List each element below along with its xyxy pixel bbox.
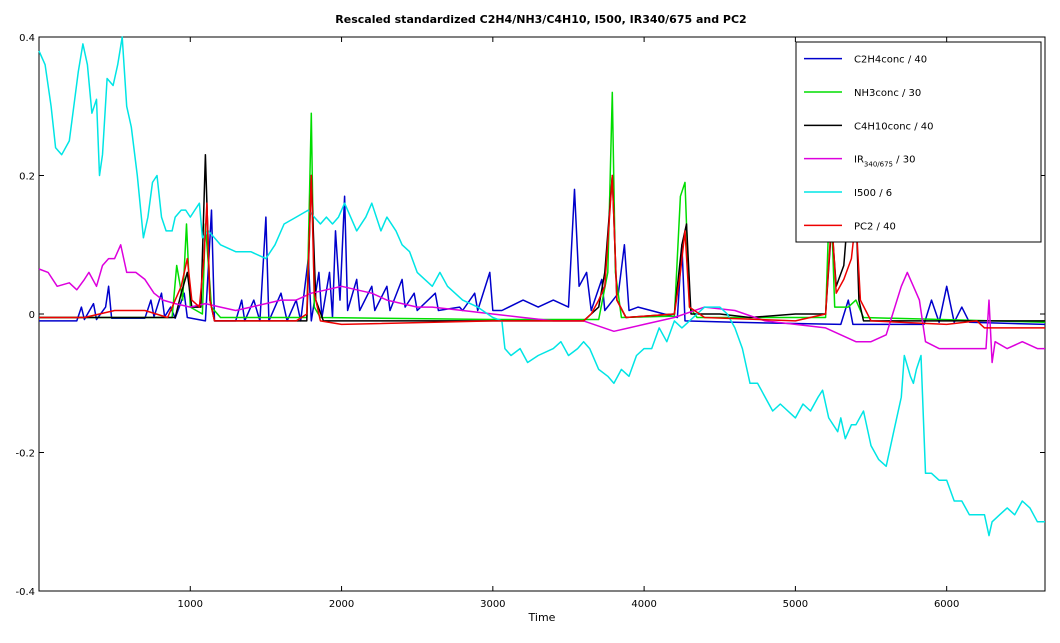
series-line [38, 244, 1045, 364]
x-tick-label: 5000 [783, 599, 808, 610]
x-tick-label: 2000 [329, 599, 354, 610]
x-tick-label: 3000 [480, 599, 505, 610]
axis-ticks: 1000 2000 3000 4000 5000 6000 -0.4 -0.2 0 0.2 0.4 [15, 33, 1045, 610]
x-tick-label: 1000 [178, 599, 203, 610]
legend-label: C2H4conc / 40 [854, 55, 927, 66]
series-line [39, 174, 1045, 329]
y-tick-label: 0.2 [19, 172, 35, 183]
y-tick-label: 0.4 [19, 33, 35, 44]
x-tick-label: 6000 [934, 599, 959, 610]
series-line [38, 36, 1045, 537]
legend-label: C4H10conc / 40 [854, 121, 934, 132]
legend-label: IR340/675 / 30 [854, 155, 915, 169]
y-tick-label: -0.2 [15, 449, 35, 460]
series-line [39, 188, 1046, 326]
y-tick-label: 0 [29, 310, 35, 321]
legend-box [795, 41, 1042, 243]
legend: C2H4conc / 40 NH3conc / 30 C4H10conc / 40 I… [795, 41, 1042, 243]
y-tick-label: -0.4 [15, 587, 35, 598]
series-layer [38, 36, 1046, 537]
x-tick-label: 4000 [631, 599, 656, 610]
chart-title: Rescaled standardized C2H4/NH3/C4H10, I5… [335, 13, 746, 26]
x-axis-label: Time [528, 611, 556, 624]
legend-label: PC2 / 40 [854, 221, 896, 232]
legend-label: I500 / 6 [854, 188, 892, 199]
legend-label: NH3conc / 30 [854, 88, 921, 99]
